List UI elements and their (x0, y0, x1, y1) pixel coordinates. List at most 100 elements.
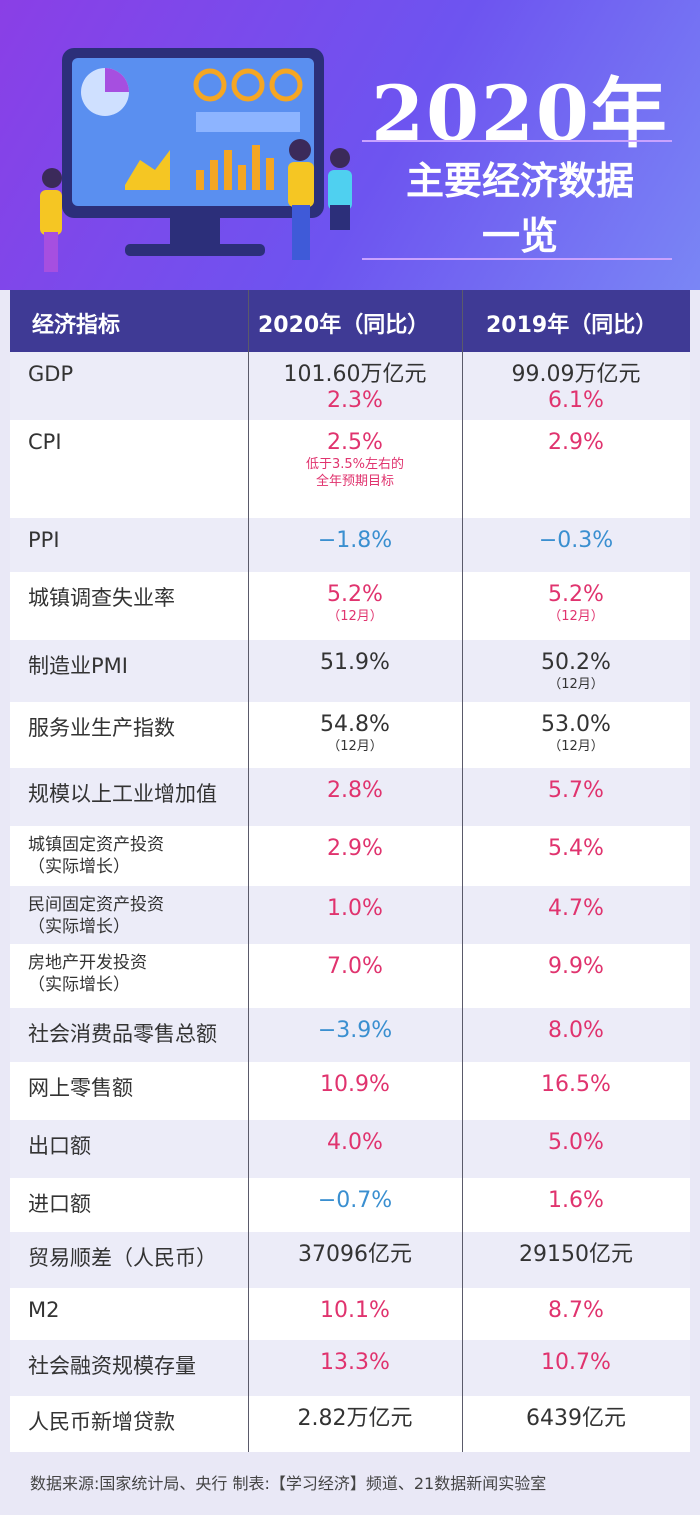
value: 8.7% (548, 1298, 604, 1323)
table-row: 出口额 4.0% 5.0% (10, 1120, 690, 1178)
value-cell: 53.0% （12月） (462, 702, 690, 768)
indicator-label: （实际增长） (28, 917, 130, 937)
value-cell: 4.0% (248, 1120, 462, 1178)
value-cell: 16.5% (462, 1062, 690, 1120)
person (289, 139, 311, 161)
value: −0.3% (538, 528, 614, 553)
value: 50.2% (541, 650, 611, 675)
value-cell: 101.60万亿元 2.3% (248, 352, 462, 420)
value-cell: 54.8% （12月） (248, 702, 462, 768)
table-row: 人民币新增贷款 2.82万亿元 6439亿元 (10, 1396, 690, 1452)
indicator-cell: 人民币新增贷款 (10, 1396, 248, 1452)
area-icon (125, 150, 170, 190)
indicator-cell: 规模以上工业增加值 (10, 768, 248, 826)
value-cell: 5.7% (462, 768, 690, 826)
value: 2.82万亿元 (297, 1406, 413, 1431)
table-row: 城镇固定资产投资 （实际增长） 2.9% 5.4% (10, 826, 690, 886)
value-cell: −3.9% (248, 1008, 462, 1062)
value: 16.5% (541, 1072, 611, 1097)
value: 37096亿元 (298, 1242, 412, 1267)
value: 5.0% (548, 1130, 604, 1155)
footer: 数据来源:国家统计局、央行 制表:【学习经济】频道、21数据新闻实验室 (30, 1474, 547, 1493)
value: 1.0% (327, 896, 383, 921)
illustration (40, 48, 352, 272)
person (292, 205, 310, 260)
ring (269, 68, 303, 102)
indicator-cell: 进口额 (10, 1178, 248, 1232)
value-cell: 51.9% (248, 640, 462, 702)
value: 6439亿元 (526, 1406, 626, 1431)
value: 5.7% (548, 778, 604, 803)
value: 4.0% (327, 1130, 383, 1155)
indicator-label: （实际增长） (28, 857, 130, 877)
value: 5.2% (548, 582, 604, 607)
value-note: 低于3.5%左右的 (305, 457, 405, 472)
indicator-cell: 网上零售额 (10, 1062, 248, 1120)
table-row: 进口额 −0.7% 1.6% (10, 1178, 690, 1232)
value: 5.2% (327, 582, 383, 607)
value-cell: −1.8% (248, 518, 462, 572)
table-row: GDP 101.60万亿元 2.3% 99.09万亿元 6.1% (10, 352, 690, 420)
person (42, 168, 62, 188)
indicator-cell: M2 (10, 1288, 248, 1340)
divider (362, 140, 672, 142)
indicator-cell: 社会融资规模存量 (10, 1340, 248, 1396)
person (330, 205, 350, 230)
value-cell: 8.7% (462, 1288, 690, 1340)
indicator-label: PPI (28, 528, 60, 552)
value: 10.1% (320, 1298, 390, 1323)
value: 54.8% (320, 712, 390, 737)
table-row: 社会融资规模存量 13.3% 10.7% (10, 1340, 690, 1396)
indicator-label: 进口额 (28, 1192, 91, 1216)
indicator-label: 规模以上工业增加值 (28, 782, 217, 806)
indicator-label: CPI (28, 430, 62, 454)
indicator-label: M2 (28, 1298, 60, 1322)
indicator-cell: 服务业生产指数 (10, 702, 248, 768)
table-row: CPI 2.5% 低于3.5%左右的 全年预期目标 2.9% (10, 420, 690, 518)
value-cell: 99.09万亿元 6.1% (462, 352, 690, 420)
value: −3.9% (317, 1018, 393, 1043)
value: 2.8% (327, 778, 383, 803)
value: 9.9% (548, 954, 604, 979)
value: 29150亿元 (519, 1242, 633, 1267)
value: −0.7% (317, 1188, 393, 1213)
indicator-label: 城镇固定资产投资 (28, 835, 164, 855)
value-cell: 10.1% (248, 1288, 462, 1340)
indicator-label: 民间固定资产投资 (28, 895, 164, 915)
value-cell: 7.0% (248, 944, 462, 1008)
value: 1.6% (548, 1188, 604, 1213)
value-cell: 37096亿元 (248, 1232, 462, 1288)
value: 2.9% (327, 836, 383, 861)
value: 10.7% (541, 1350, 611, 1375)
table-row: 贸易顺差（人民币） 37096亿元 29150亿元 (10, 1232, 690, 1288)
subtitle: 主要经济数据 (405, 159, 634, 203)
value-cell: 10.9% (248, 1062, 462, 1120)
value-cell: 5.0% (462, 1120, 690, 1178)
subtitle: 一览 (481, 214, 558, 258)
indicator-cell: 制造业PMI (10, 640, 248, 702)
indicator-cell: GDP (10, 352, 248, 420)
table-row: 服务业生产指数 54.8% （12月） 53.0% （12月） (10, 702, 690, 768)
indicator-label: 制造业PMI (28, 654, 128, 678)
value: 8.0% (548, 1018, 604, 1043)
value-cell: 6439亿元 (462, 1396, 690, 1452)
stand (170, 218, 220, 246)
value: 53.0% (541, 712, 611, 737)
indicator-label: GDP (28, 362, 74, 386)
table-row: M2 10.1% 8.7% (10, 1288, 690, 1340)
indicator-cell: 房地产开发投资 （实际增长） (10, 944, 248, 1008)
value-cell: −0.3% (462, 518, 690, 572)
value-cell: −0.7% (248, 1178, 462, 1232)
ring (193, 68, 227, 102)
value-cell: 9.9% (462, 944, 690, 1008)
column-header: 经济指标 (32, 313, 121, 338)
title: 2020年 (371, 69, 669, 158)
table-row: 制造业PMI 51.9% 50.2% （12月） (10, 640, 690, 702)
indicator-cell: 民间固定资产投资 （实际增长） (10, 886, 248, 944)
indicator-cell: 城镇调查失业率 (10, 572, 248, 640)
indicator-label: 出口额 (28, 1134, 91, 1158)
person (40, 190, 62, 235)
person (330, 148, 350, 168)
value: 5.4% (548, 836, 604, 861)
table-row: PPI −1.8% −0.3% (10, 518, 690, 572)
